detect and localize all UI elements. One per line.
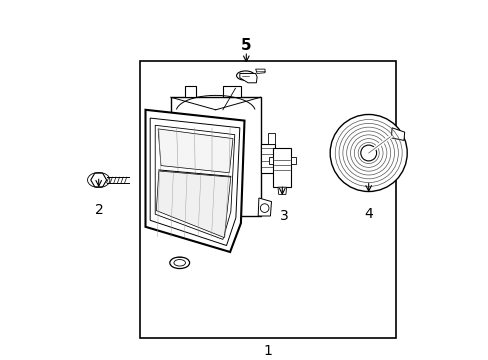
Text: 4: 4 (364, 207, 372, 221)
Circle shape (329, 114, 407, 192)
Polygon shape (273, 148, 291, 187)
Text: 3: 3 (279, 209, 288, 223)
Polygon shape (291, 157, 295, 164)
Polygon shape (239, 73, 257, 83)
Polygon shape (91, 173, 106, 187)
Ellipse shape (236, 71, 254, 80)
Polygon shape (267, 133, 275, 144)
Circle shape (360, 145, 376, 161)
Ellipse shape (174, 260, 185, 266)
Polygon shape (150, 118, 239, 246)
Polygon shape (258, 198, 271, 216)
Polygon shape (268, 157, 273, 164)
Polygon shape (390, 128, 404, 140)
Polygon shape (145, 110, 244, 252)
Polygon shape (156, 171, 230, 238)
Text: 1: 1 (263, 344, 272, 358)
Polygon shape (255, 69, 264, 73)
Circle shape (260, 204, 268, 212)
Ellipse shape (169, 257, 189, 269)
Text: 2: 2 (95, 203, 103, 216)
Polygon shape (158, 129, 232, 173)
Polygon shape (277, 187, 286, 194)
Polygon shape (155, 125, 234, 239)
Polygon shape (170, 97, 260, 216)
Polygon shape (260, 144, 275, 173)
Text: 5: 5 (241, 37, 251, 53)
Polygon shape (223, 86, 241, 97)
Polygon shape (185, 86, 196, 97)
Bar (140, 61, 395, 338)
